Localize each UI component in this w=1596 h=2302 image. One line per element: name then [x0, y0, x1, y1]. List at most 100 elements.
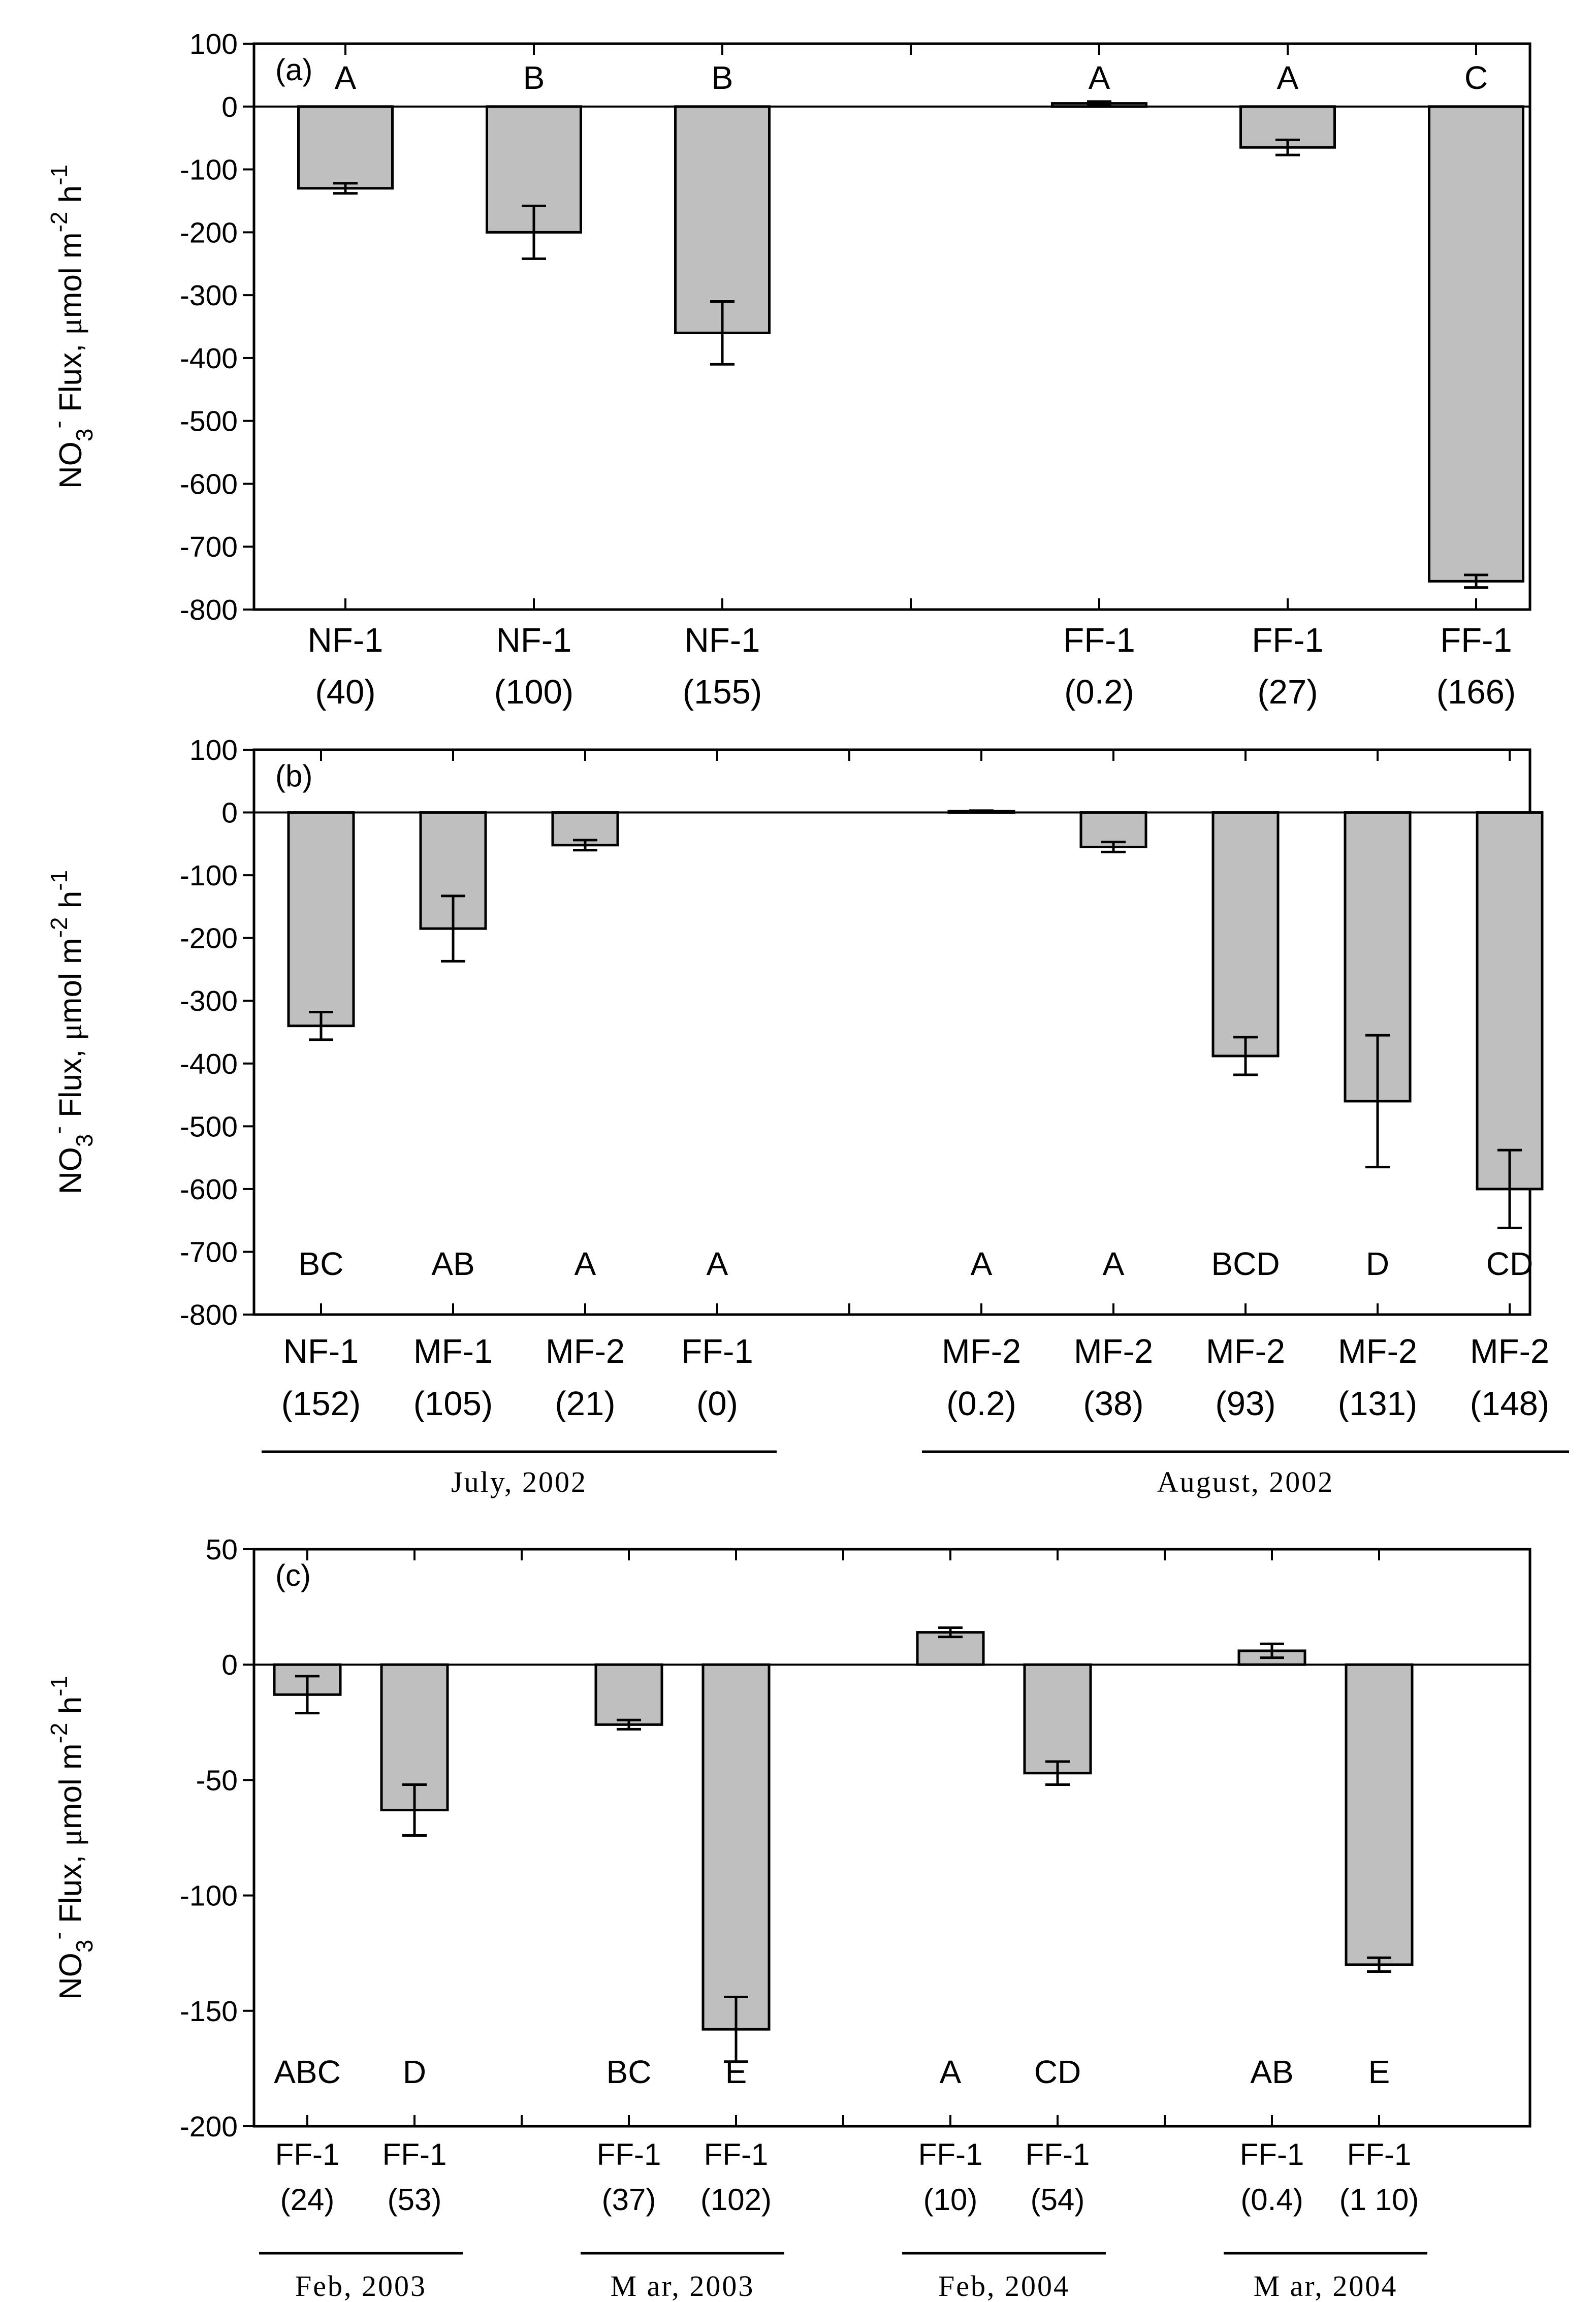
category-depth-label: (40)	[315, 673, 375, 711]
category-depth-label: (155)	[683, 673, 762, 711]
category-site-label: FF-1	[275, 2137, 340, 2171]
group-label: M ar, 2004	[1254, 2269, 1398, 2302]
category-depth-label: (27)	[1257, 673, 1318, 711]
bar	[1476, 811, 1544, 1191]
category-site-label: FF-1	[1026, 2137, 1090, 2171]
bar	[674, 105, 771, 334]
significance-letter: D	[403, 2054, 426, 2090]
group-label: M ar, 2003	[611, 2269, 755, 2302]
category-site-label: FF-1	[1063, 621, 1135, 659]
significance-letter: E	[1368, 2054, 1390, 2090]
category-site-label: MF-2	[1470, 1332, 1549, 1370]
y-tick-label: -150	[180, 1995, 238, 2028]
category-depth-label: (10)	[923, 2183, 978, 2217]
category-site-label: NF-1	[685, 621, 760, 659]
group-label: August, 2002	[1157, 1465, 1334, 1498]
y-axis-label: NO3- Flux, μmol m-2 h-1	[45, 165, 98, 489]
significance-letter: A	[1089, 59, 1110, 96]
panel-label: (a)	[275, 53, 312, 87]
category-depth-label: (54)	[1031, 2183, 1085, 2217]
category-depth-label: (1 10)	[1339, 2183, 1419, 2217]
significance-letter: AB	[1250, 2054, 1293, 2090]
significance-letter: A	[940, 2054, 962, 2090]
y-tick-label: -800	[180, 1299, 238, 1331]
group-label: Feb, 2004	[938, 2269, 1070, 2302]
category-site-label: MF-2	[942, 1332, 1021, 1370]
y-tick-label: 0	[221, 91, 238, 123]
panel-b: 100 0 -100 -200 -300 -400 -500 -600 -700 -800 (b) B…	[45, 734, 1569, 1498]
panel-a: 100 0 -100 -200 -300 -400 -500 -600 -700 -800 (a) A…	[45, 28, 1531, 711]
y-tick-label: -300	[180, 985, 238, 1017]
bar	[287, 811, 355, 1028]
y-tick-label: -200	[180, 922, 238, 955]
y-tick-label: -700	[180, 531, 238, 563]
significance-letter: B	[712, 59, 733, 96]
plot-frame	[252, 1548, 1531, 2128]
significance-letter: E	[725, 2054, 747, 2090]
y-tick-label: -500	[180, 405, 238, 438]
y-tick-label: -100	[180, 1880, 238, 1912]
category-site-label: FF-1	[918, 2137, 983, 2171]
category-site-label: MF-2	[1074, 1332, 1153, 1370]
significance-letter: B	[523, 59, 545, 96]
bar	[297, 105, 394, 190]
category-depth-label: (131)	[1338, 1385, 1417, 1423]
category-site-label: FF-1	[704, 2137, 769, 2171]
plot-frame	[252, 42, 1531, 611]
category-site-label: NF-1	[308, 621, 384, 659]
significance-letter: BCD	[1211, 1245, 1280, 1282]
category-depth-label: (105)	[413, 1385, 493, 1423]
panel-label: (c)	[275, 1558, 311, 1592]
category-site-label: NF-1	[283, 1332, 359, 1370]
category-depth-label: (93)	[1215, 1385, 1275, 1423]
bar	[1211, 811, 1280, 1058]
category-site-label: FF-1	[382, 2137, 447, 2171]
category-depth-label: (53)	[388, 2183, 442, 2217]
significance-letter: ABC	[274, 2054, 341, 2090]
y-tick-label: 50	[206, 1533, 238, 1566]
category-depth-label: (0)	[696, 1385, 738, 1423]
y-tick-label: -600	[180, 1173, 238, 1206]
category-site-label: MF-1	[413, 1332, 493, 1370]
significance-letter: D	[1366, 1245, 1389, 1282]
category-site-label: MF-2	[1206, 1332, 1285, 1370]
significance-letter: A	[574, 1245, 596, 1282]
group-label: Feb, 2003	[295, 2269, 427, 2302]
significance-letter: A	[1277, 59, 1299, 96]
y-tick-label: -800	[180, 594, 238, 626]
y-tick-label: -100	[180, 859, 238, 892]
category-depth-label: (0.2)	[1064, 673, 1134, 711]
bar	[1023, 1663, 1092, 1775]
significance-letter: CD	[1486, 1245, 1533, 1282]
group-label: July, 2002	[451, 1465, 587, 1498]
y-tick-label: -200	[180, 2111, 238, 2143]
category-site-label: FF-1	[681, 1332, 753, 1370]
significance-letter: A	[971, 1245, 993, 1282]
category-depth-label: (37)	[602, 2183, 656, 2217]
bar	[1345, 1663, 1414, 1966]
category-depth-label: (148)	[1470, 1385, 1549, 1423]
y-tick-label: -400	[180, 342, 238, 375]
category-site-label: NF-1	[496, 621, 572, 659]
panel-label: (b)	[275, 759, 312, 793]
y-axis-label: NO3- Flux, μmol m-2 h-1	[45, 870, 98, 1194]
panel-c: 500-50-100-150-200(c)ABCFF-1(24)DFF-1(53…	[45, 1533, 1531, 2302]
category-site-label: FF-1	[1252, 621, 1323, 659]
significance-letter: AB	[431, 1245, 474, 1282]
category-depth-label: (24)	[280, 2183, 335, 2217]
significance-letter: CD	[1034, 2054, 1081, 2090]
category-depth-label: (21)	[555, 1385, 615, 1423]
y-tick-label: 0	[221, 797, 238, 829]
category-depth-label: (0.4)	[1240, 2183, 1303, 2217]
category-site-label: FF-1	[1347, 2137, 1412, 2171]
category-depth-label: (152)	[281, 1385, 361, 1423]
y-tick-label: 0	[221, 1649, 238, 1681]
bar	[1428, 105, 1524, 583]
category-depth-label: (166)	[1437, 673, 1516, 711]
category-depth-label: (102)	[700, 2183, 772, 2217]
bar	[594, 1663, 663, 1726]
y-axis-label: NO3- Flux, μmol m-2 h-1	[45, 1676, 98, 2000]
category-depth-label: (0.2)	[946, 1385, 1016, 1423]
